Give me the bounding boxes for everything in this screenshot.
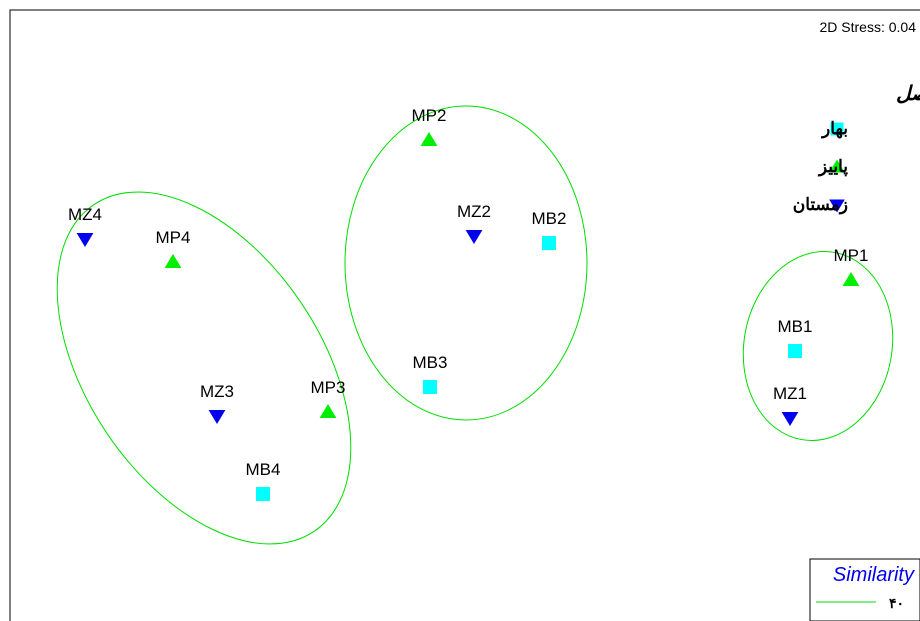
point-marker-mp1 [842,271,860,286]
point-label-mp1: MP1 [834,246,869,265]
point-marker-mz2 [465,230,483,245]
point-marker-mp3 [319,403,337,418]
cluster-outline-3 [742,251,894,441]
legend-label-2: پاییز [817,157,848,177]
similarity-legend-title: Similarity [833,564,915,586]
legend-marker-3 [829,199,845,213]
point-label-mb1: MB1 [778,317,813,336]
point-label-mz1: MZ1 [773,384,807,403]
point-label-mp4: MP4 [156,228,191,247]
point-marker-mb4 [256,487,270,501]
legend-marker-2 [829,159,845,173]
point-label-mz2: MZ2 [457,202,491,221]
plot-frame [9,9,920,621]
similarity-legend-box [809,558,920,621]
point-label-mb2: MB2 [532,209,567,228]
point-marker-mz4 [76,233,94,248]
season-legend: فصل بهار پاییز زمستان [793,83,920,215]
point-label-mp3: MP3 [311,378,346,397]
data-points: MP2 MZ4 MP4 MZ2 MB2 MP1 MB1 MB3 MZ3 MP3 MZ1 MB4 [68,106,868,501]
legend-entries: بهار پاییز زمستان [793,119,849,215]
similarity-clusters [56,105,894,545]
point-marker-mb1 [788,344,802,358]
cluster-outline-2 [344,105,588,421]
legend-marker-1 [830,122,844,136]
stress-label: 2D Stress: 0.04 [820,19,917,35]
point-label-mb4: MB4 [246,460,281,479]
point-marker-mp4 [164,253,182,268]
legend-title: فصل [896,83,920,105]
legend-label-1: بهار [820,119,848,139]
legend-label-3: زمستان [793,195,848,215]
point-marker-mp2 [420,131,438,146]
similarity-legend: Similarity ۴۰ [809,558,920,621]
similarity-legend-value: ۴۰ [889,595,904,611]
point-marker-mb3 [423,380,437,394]
cluster-outline-1 [56,191,352,545]
point-marker-mz3 [208,410,226,425]
point-marker-mz1 [781,412,799,427]
point-marker-mb2 [542,236,556,250]
point-label-mb3: MB3 [413,353,448,372]
point-label-mp2: MP2 [412,106,447,125]
point-label-mz3: MZ3 [200,382,234,401]
point-label-mz4: MZ4 [68,205,102,224]
